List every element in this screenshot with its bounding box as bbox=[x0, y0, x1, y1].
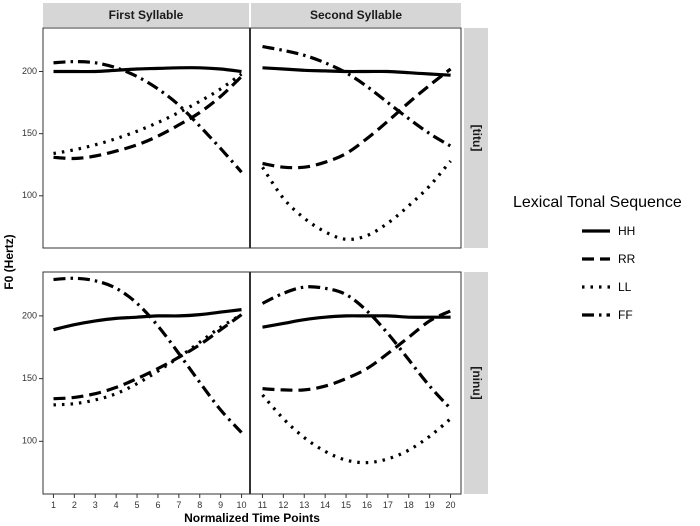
x-tick-label: 7 bbox=[176, 500, 181, 510]
x-tick-label: 9 bbox=[218, 500, 223, 510]
series-line-hh-ninu-second bbox=[262, 314, 451, 329]
series-line-ff-titu-first bbox=[53, 59, 243, 174]
strip-first-syllable bbox=[43, 3, 249, 27]
column-label-second-syllable: Second Syllable bbox=[310, 8, 402, 22]
series-line-ll-ninu-first bbox=[53, 313, 243, 407]
x-axis: 1 2 3 4 5 6 7 8 9 10 11 12 13 14 15 16 17 18 19 20 bbox=[51, 494, 456, 510]
legend-label-rr: RR bbox=[618, 252, 636, 266]
legend: Lexical Tonal Sequence HH RR LL FF bbox=[513, 194, 682, 322]
x-tick-label: 8 bbox=[197, 500, 202, 510]
series-line-rr-ninu-first bbox=[53, 313, 243, 401]
series-line-ff-ninu-first bbox=[53, 276, 243, 434]
y-tick-label: 150 bbox=[22, 128, 37, 138]
y-tick-label: 150 bbox=[22, 373, 37, 383]
x-tick-label: 11 bbox=[258, 500, 267, 510]
series-layer bbox=[53, 45, 452, 465]
strip-row-ninu bbox=[464, 272, 488, 494]
series-line-hh-titu-first bbox=[53, 66, 242, 74]
x-tick-label: 20 bbox=[446, 500, 456, 510]
x-tick-label: 12 bbox=[278, 500, 288, 510]
y-axis-title: F0 (Hertz) bbox=[2, 234, 16, 289]
y-tick-label: 100 bbox=[22, 436, 37, 446]
x-tick-label: 14 bbox=[320, 500, 330, 510]
x-tick-label: 3 bbox=[93, 500, 98, 510]
strip-second-syllable bbox=[251, 3, 461, 27]
legend-label-hh: HH bbox=[618, 224, 635, 238]
x-axis-title: Normalized Time Points bbox=[184, 511, 320, 525]
x-tick-label: 16 bbox=[362, 500, 372, 510]
series-line-ll-ninu-second bbox=[261, 393, 452, 465]
x-tick-label: 4 bbox=[114, 500, 119, 510]
x-tick-label: 2 bbox=[72, 500, 77, 510]
strip-row-titu bbox=[464, 28, 488, 248]
y-tick-marks bbox=[39, 71, 43, 442]
y-tick-label: 100 bbox=[22, 190, 37, 200]
x-tick-label: 19 bbox=[425, 500, 435, 510]
x-tick-label: 1 bbox=[51, 500, 56, 510]
panel-frame-bottom bbox=[42, 271, 462, 495]
series-line-hh-ninu-first bbox=[53, 308, 242, 332]
row-label-titu: [titu] bbox=[470, 125, 484, 152]
series-line-rr-ninu-second bbox=[262, 309, 452, 392]
y-tick-label: 200 bbox=[22, 66, 37, 76]
legend-title: Lexical Tonal Sequence bbox=[513, 194, 682, 211]
x-tick-label: 5 bbox=[135, 500, 140, 510]
x-tick-label: 17 bbox=[383, 500, 393, 510]
y-axis-bottom: 100 150 200 bbox=[22, 310, 37, 445]
legend-label-ff: FF bbox=[618, 308, 633, 322]
legend-label-ll: LL bbox=[618, 280, 632, 294]
series-line-rr-titu-first bbox=[53, 75, 243, 161]
column-label-first-syllable: First Syllable bbox=[109, 8, 184, 22]
series-line-ff-ninu-second bbox=[261, 285, 452, 410]
series-line-hh-titu-second bbox=[262, 66, 451, 77]
x-tick-label: 6 bbox=[155, 500, 160, 510]
x-tick-label: 15 bbox=[341, 500, 351, 510]
series-line-ll-titu-second bbox=[261, 159, 452, 242]
series-line-ff-titu-second bbox=[262, 45, 452, 148]
y-axis-top: 100 150 200 bbox=[22, 66, 37, 200]
x-tick-label: 18 bbox=[404, 500, 414, 510]
row-label-ninu: [ninu] bbox=[470, 366, 484, 399]
x-tick-label: 10 bbox=[237, 500, 247, 510]
x-tick-label: 13 bbox=[299, 500, 309, 510]
series-line-rr-titu-second bbox=[262, 67, 452, 170]
panel-frame-top bbox=[42, 27, 462, 249]
y-tick-label: 200 bbox=[22, 310, 37, 320]
